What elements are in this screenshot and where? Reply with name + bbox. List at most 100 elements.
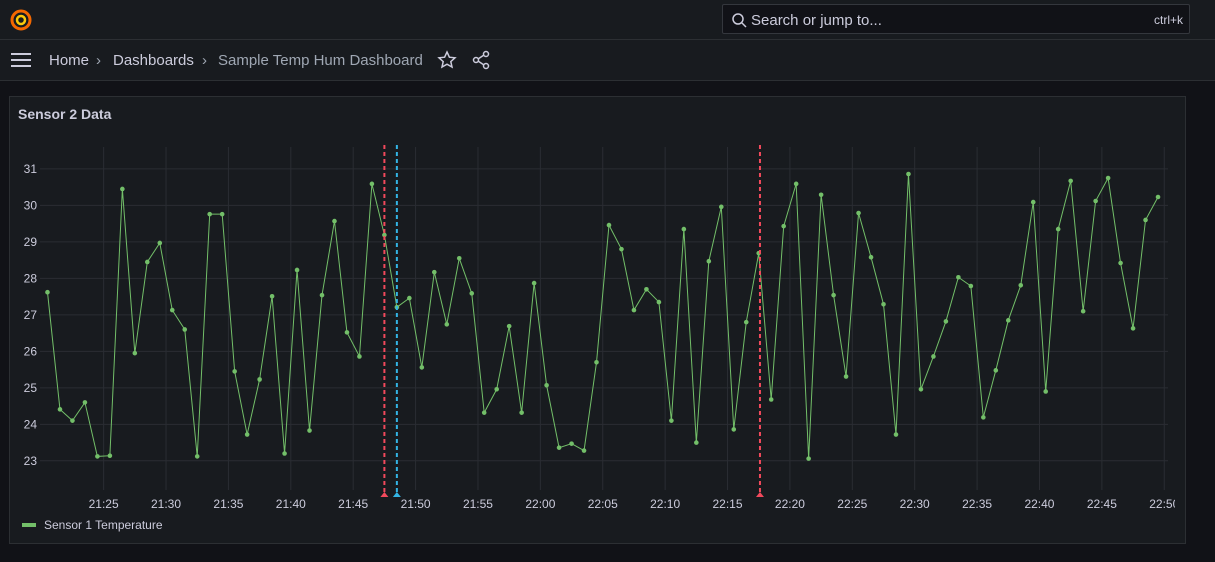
data-point [519, 410, 524, 415]
x-tick-label: 21:35 [213, 497, 243, 511]
data-point [244, 432, 250, 437]
menu-icon[interactable] [10, 52, 32, 68]
data-point [681, 226, 687, 232]
data-point [743, 319, 749, 325]
data-point [531, 280, 537, 286]
data-point [207, 211, 212, 217]
y-tick-label: 29 [24, 235, 38, 249]
data-point [282, 451, 287, 456]
data-point [1018, 282, 1024, 288]
star-icon[interactable] [437, 50, 457, 70]
data-point [444, 322, 450, 327]
x-tick-label: 22:05 [588, 497, 618, 511]
x-tick-label: 22:10 [650, 497, 680, 511]
x-tick-label: 21:30 [151, 497, 181, 511]
panel-title: Sensor 2 Data [18, 106, 112, 122]
data-point [1043, 389, 1049, 394]
search-box[interactable]: Search or jump to... ctrl+k [722, 4, 1190, 34]
y-tick-label: 30 [24, 198, 38, 212]
top-bar: Search or jump to... ctrl+k [0, 0, 1215, 40]
data-point [232, 369, 237, 374]
data-point [756, 250, 762, 256]
x-tick-label: 22:30 [900, 497, 930, 511]
breadcrumb: Sample Temp Hum Dashboard [218, 52, 423, 69]
data-point [1080, 308, 1086, 314]
data-point [182, 327, 188, 332]
search-placeholder: Search or jump to... [751, 12, 882, 29]
data-point [843, 374, 849, 379]
shortcut: ctrl+k [1153, 13, 1183, 27]
x-tick-label: 21:25 [89, 497, 119, 511]
data-point [344, 330, 350, 335]
x-tick-label: 21:40 [276, 497, 306, 511]
data-point [906, 171, 911, 177]
data-point [294, 267, 300, 273]
data-point [45, 289, 50, 295]
data-point [893, 432, 899, 437]
data-point [1093, 198, 1098, 204]
data-point [694, 440, 699, 445]
data-point [407, 295, 412, 301]
annotation-marker [392, 492, 401, 497]
data-point [120, 186, 125, 192]
data-point [881, 301, 886, 307]
data-point [968, 283, 974, 289]
annotation-marker [755, 492, 764, 497]
data-point [1143, 217, 1148, 223]
data-point [594, 359, 599, 365]
data-point [70, 418, 75, 423]
data-point [868, 254, 874, 260]
data-point [619, 246, 624, 252]
data-point [494, 386, 499, 392]
data-point [456, 255, 462, 261]
data-point [194, 454, 200, 459]
y-tick-label: 27 [24, 308, 38, 322]
data-point [718, 204, 724, 210]
y-tick-label: 24 [24, 417, 38, 431]
data-point [145, 259, 150, 265]
data-point [669, 418, 674, 423]
breadcrumb[interactable]: Dashboards [113, 52, 194, 69]
data-point [506, 323, 512, 329]
data-point [569, 441, 574, 446]
data-point [307, 428, 312, 433]
data-point [781, 223, 786, 229]
data-point [319, 292, 325, 298]
data-point [1068, 178, 1073, 184]
data-point [157, 240, 163, 246]
data-point [918, 386, 924, 392]
data-point [369, 181, 375, 187]
data-point [1105, 175, 1111, 181]
data-point [95, 454, 100, 459]
data-point [606, 222, 612, 228]
data-point [82, 400, 88, 405]
x-tick-label: 22:25 [837, 497, 867, 511]
data-point [132, 350, 138, 356]
y-tick-label: 26 [24, 344, 38, 358]
x-tick-label: 22:45 [1087, 497, 1117, 511]
data-point [219, 211, 225, 217]
share-icon[interactable] [471, 50, 491, 70]
y-tick-label: 31 [24, 162, 38, 176]
breadcrumb[interactable]: Home [49, 52, 90, 69]
data-point [257, 377, 262, 382]
separator: › [202, 52, 207, 69]
data-point [107, 453, 113, 459]
x-tick-label: 21:45 [338, 497, 368, 511]
grafana-logo[interactable] [9, 8, 33, 32]
separator: › [96, 52, 101, 69]
data-point [981, 415, 986, 420]
data-point [1118, 260, 1123, 266]
data-point [57, 407, 63, 412]
panel [9, 96, 1186, 544]
x-tick-label: 22:15 [713, 497, 743, 511]
data-point [818, 192, 824, 198]
data-point [169, 307, 175, 313]
legend-label: Sensor 1 Temperature [44, 518, 163, 532]
annotation-marker [380, 492, 389, 497]
data-point [1030, 199, 1036, 205]
y-tick-label: 23 [24, 454, 38, 468]
series-line [46, 173, 1159, 459]
